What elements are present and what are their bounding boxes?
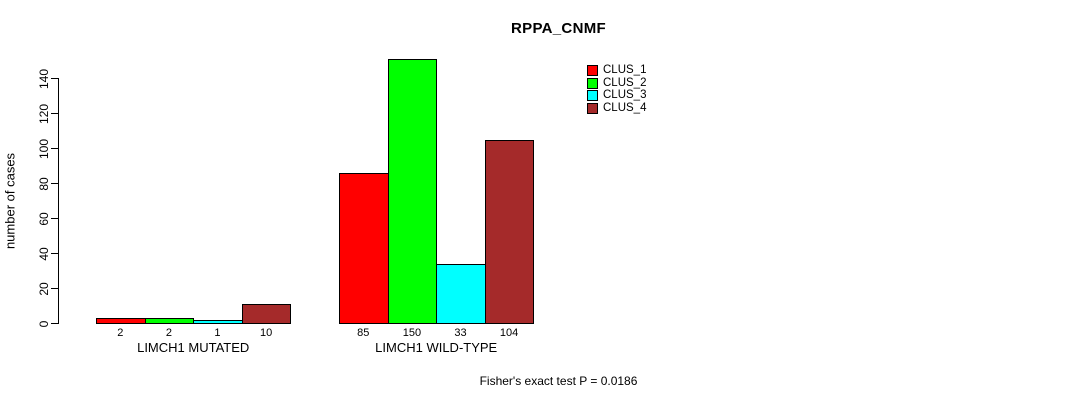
bar-value-label: 104: [499, 327, 519, 339]
legend-swatch: [587, 102, 598, 114]
y-axis-tick: [51, 78, 58, 80]
y-axis-tick-label: 20: [37, 281, 51, 296]
chart-title: RPPA_CNMF: [511, 20, 606, 37]
bar-value-label: 85: [357, 327, 370, 339]
legend-label: CLUS_1: [603, 64, 647, 76]
y-axis-tick-label: 40: [37, 246, 51, 261]
legend-row: CLUS_4: [587, 101, 647, 114]
bar-clus_2: [144, 318, 195, 324]
bar-clus_4: [241, 304, 292, 324]
y-axis-tick-label: 140: [37, 68, 51, 89]
y-axis-tick: [51, 323, 58, 325]
y-axis-tick: [51, 218, 58, 220]
legend-label: CLUS_4: [603, 101, 647, 114]
legend-row: CLUS_2: [587, 76, 647, 89]
y-axis-title: number of cases: [2, 152, 18, 250]
bar-clus_1: [96, 318, 146, 324]
bar-value-label: 10: [259, 327, 273, 339]
y-axis-tick-label: 120: [37, 103, 51, 124]
legend-row: CLUS_3: [587, 89, 647, 102]
legend-swatch: [587, 90, 598, 102]
y-axis-tick: [51, 148, 58, 150]
legend-swatch: [587, 77, 598, 89]
y-axis-tick-label: 60: [37, 211, 51, 226]
legend-row: CLUS_1: [587, 64, 647, 76]
bar-clus_3: [193, 320, 243, 324]
legend: CLUS_1 CLUS_2 CLUS_3 CLUS_4: [587, 64, 647, 114]
legend-swatch: [587, 65, 598, 76]
y-axis-tick: [51, 183, 58, 185]
y-axis-line: [58, 78, 60, 324]
footnote: Fisher's exact test P = 0.0186: [479, 374, 638, 388]
bar-value-label: 2: [117, 327, 124, 339]
bar-value-label: 150: [402, 327, 422, 339]
y-axis-tick-label: 0: [37, 320, 51, 327]
y-axis-tick-label: 100: [37, 138, 51, 159]
y-axis-tick: [51, 288, 58, 290]
bar-value-label: 1: [214, 327, 221, 339]
y-axis-tick: [51, 253, 58, 255]
legend-label: CLUS_2: [603, 76, 647, 89]
y-axis-tick: [51, 113, 58, 115]
group-label: LIMCH1 WILD-TYPE: [375, 340, 498, 355]
bar-value-label: 2: [165, 327, 172, 339]
bar-clus_3: [436, 264, 486, 324]
group-label: LIMCH1 MUTATED: [137, 340, 250, 355]
bar-value-label: 33: [454, 327, 467, 339]
bar-clus_1: [339, 173, 389, 324]
legend-label: CLUS_3: [603, 89, 647, 102]
bar-clus_4: [484, 140, 535, 324]
y-axis-tick-label: 80: [37, 176, 51, 191]
bar-clus_2: [387, 59, 438, 324]
